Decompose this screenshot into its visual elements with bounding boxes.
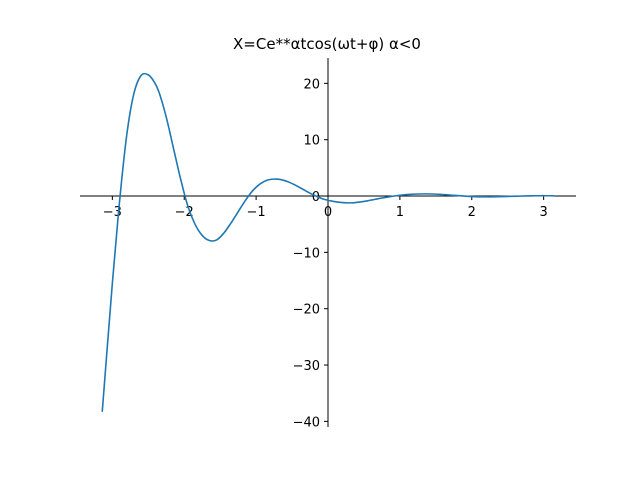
series-line	[101, 72, 555, 413]
x-tick-label: 0	[324, 205, 332, 220]
y-tick-label: 10	[303, 134, 320, 149]
y-tick-label: −30	[293, 359, 320, 374]
y-tick-label: −20	[293, 303, 320, 318]
x-axis-ticks: −3 −2 −1 0 1 2 3	[103, 196, 548, 220]
x-tick-label: 2	[468, 205, 476, 220]
y-axis-ticks: 20 10 0 −10 −20 −30 −40	[293, 77, 328, 430]
x-tick-label: −2	[175, 205, 194, 220]
x-tick-label: 1	[396, 205, 404, 220]
y-tick-label: 20	[303, 77, 320, 92]
x-tick-label: 3	[540, 205, 548, 220]
x-tick-label: −1	[247, 205, 266, 220]
y-tick-label: −10	[293, 246, 320, 261]
x-tick-label: −3	[103, 205, 122, 220]
chart-title: X=Ce**αtcos(ωt+φ) α<0	[233, 35, 421, 53]
y-tick-label: −40	[293, 415, 320, 430]
y-tick-label: 0	[312, 190, 320, 205]
